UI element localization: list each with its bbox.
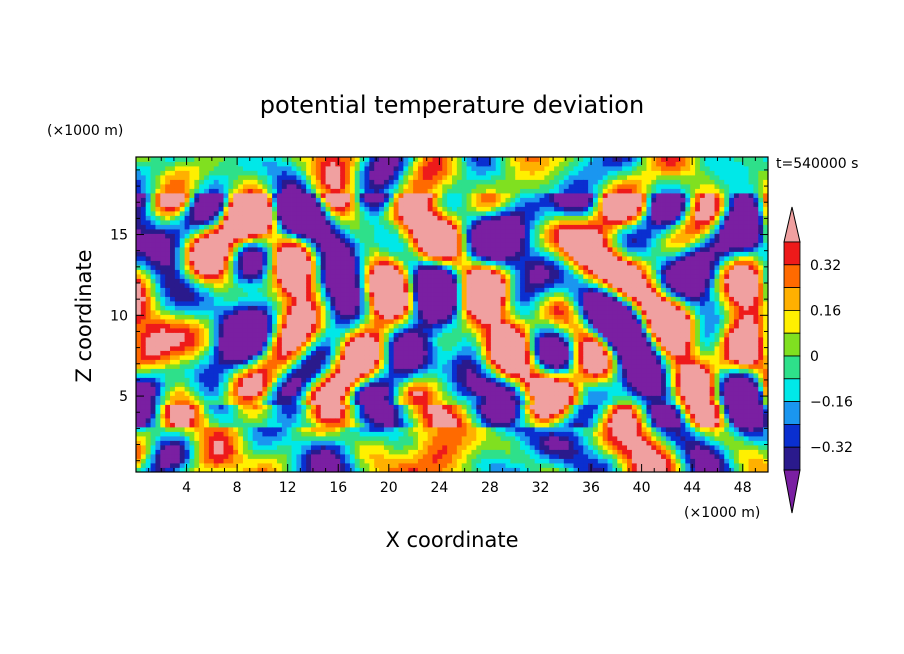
contour-field bbox=[136, 157, 768, 472]
colorbar: 0.32 0.16 0 −0.16 −0.32 bbox=[783, 206, 853, 514]
x-tick-label: 48 bbox=[734, 480, 752, 496]
colorbar-box bbox=[783, 401, 801, 425]
x-tick-label: 24 bbox=[430, 480, 448, 496]
colorbar-box bbox=[783, 355, 801, 380]
colorbar-box bbox=[783, 264, 801, 288]
y-axis-label: Z coordinate bbox=[72, 249, 96, 382]
colorbar-box bbox=[783, 241, 801, 266]
colorbar-box bbox=[783, 446, 801, 471]
colorbar-tick-label: −0.32 bbox=[810, 440, 853, 456]
colorbar-min-triangle bbox=[783, 469, 801, 514]
x-tick-label: 32 bbox=[532, 480, 550, 496]
y-unit-label: (×1000 m) bbox=[47, 123, 123, 139]
x-axis-label: X coordinate bbox=[385, 528, 518, 552]
y-tick-label: 10 bbox=[110, 308, 128, 324]
y-tick-label: 5 bbox=[119, 389, 128, 405]
x-tick-label: 20 bbox=[380, 480, 398, 496]
x-tick-label: 36 bbox=[582, 480, 600, 496]
colorbar-box bbox=[783, 378, 801, 402]
x-tick-label: 16 bbox=[329, 480, 347, 496]
colorbar-box bbox=[783, 332, 801, 357]
colorbar-tick-label: 0.32 bbox=[810, 258, 841, 274]
x-tick-label: 12 bbox=[279, 480, 297, 496]
x-axis: 4 8 12 16 20 24 28 32 36 40 44 48 bbox=[148, 157, 756, 496]
colorbar-box bbox=[783, 423, 801, 448]
colorbar-tick-label: 0 bbox=[810, 349, 819, 365]
x-tick-label: 40 bbox=[633, 480, 651, 496]
x-tick-label: 8 bbox=[233, 480, 242, 496]
x-unit-label: (×1000 m) bbox=[684, 505, 760, 521]
x-tick-label: 44 bbox=[683, 480, 701, 496]
chart-title: potential temperature deviation bbox=[260, 91, 644, 119]
colorbar-box bbox=[783, 287, 801, 311]
x-tick-label: 4 bbox=[182, 480, 191, 496]
y-axis: 5 10 15 bbox=[110, 169, 768, 462]
x-tick-label: 28 bbox=[481, 480, 499, 496]
time-label: t=540000 s bbox=[776, 156, 858, 172]
colorbar-tick-label: −0.16 bbox=[810, 395, 853, 411]
colorbar-box bbox=[783, 309, 801, 334]
y-tick-label: 15 bbox=[110, 228, 128, 244]
colorbar-tick-label: 0.16 bbox=[810, 303, 841, 319]
colorbar-max-triangle bbox=[783, 206, 801, 243]
